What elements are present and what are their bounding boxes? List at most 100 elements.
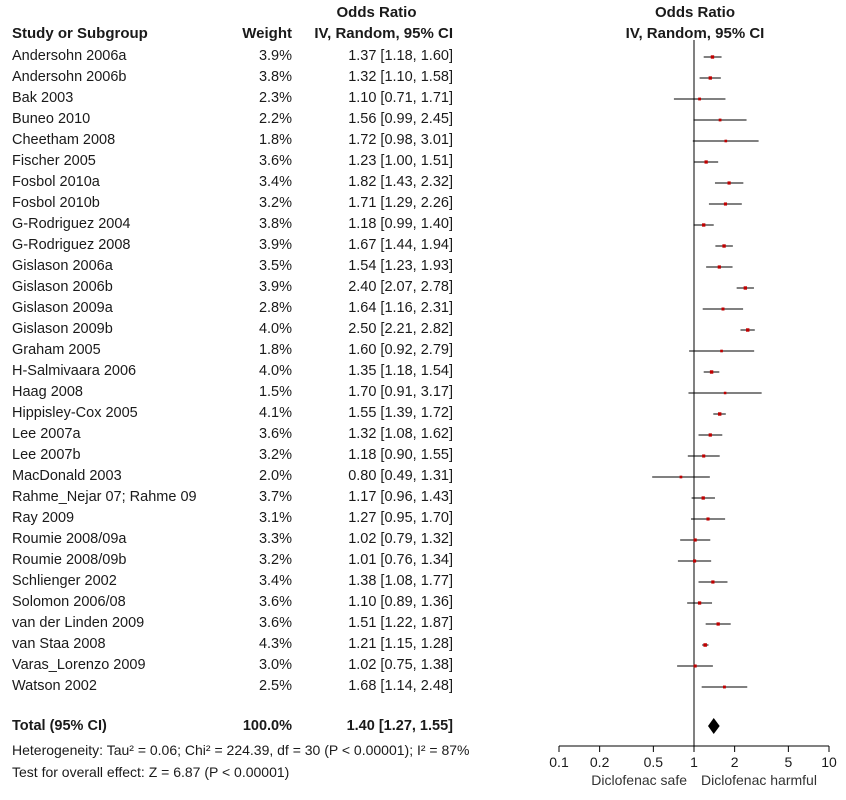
- study-odds-ratio: 1.70 [0.91, 3.17]: [348, 384, 453, 400]
- study-name: Cheetham 2008: [12, 132, 116, 148]
- study-name: H-Salmivaara 2006: [12, 363, 137, 379]
- study-weight: 3.9%: [258, 279, 292, 295]
- study-point: [718, 118, 722, 122]
- study-point: [743, 286, 748, 290]
- study-point: [701, 496, 705, 500]
- study-point: [710, 55, 715, 59]
- study-weight: 3.3%: [258, 531, 292, 547]
- column-header-study: Study or Subgroup: [12, 25, 148, 42]
- study-weight: 3.2%: [258, 447, 292, 463]
- study-point: [722, 685, 726, 689]
- study-name: Lee 2007a: [12, 426, 81, 442]
- study-weight: 2.3%: [258, 90, 292, 106]
- study-name: Rahme_Nejar 07; Rahme 09: [12, 489, 197, 505]
- x-axis-tick-label: 2: [731, 754, 739, 770]
- study-point: [721, 307, 725, 311]
- study-odds-ratio: 1.64 [1.16, 2.31]: [348, 300, 453, 316]
- study-point: [723, 202, 728, 206]
- study-point: [746, 328, 750, 332]
- study-odds-ratio: 2.50 [2.21, 2.82]: [348, 321, 453, 337]
- x-axis-tick-label: 0.5: [644, 754, 664, 770]
- x-axis-tick-label: 10: [821, 754, 837, 770]
- study-weight: 4.3%: [258, 636, 292, 652]
- study-odds-ratio: 1.55 [1.39, 1.72]: [348, 405, 453, 421]
- study-odds-ratio: 1.72 [0.98, 3.01]: [348, 132, 453, 148]
- study-point: [693, 559, 697, 563]
- x-axis-tick-label: 0.1: [549, 754, 569, 770]
- study-name: Fosbol 2010a: [12, 174, 100, 190]
- x-axis-label-left: Diclofenac safe: [591, 772, 687, 788]
- x-axis-tick-label: 5: [784, 754, 792, 770]
- study-point: [717, 412, 722, 416]
- study-point: [698, 97, 701, 101]
- study-odds-ratio: 1.02 [0.79, 1.32]: [348, 531, 453, 547]
- study-name: Fischer 2005: [12, 153, 96, 169]
- study-weight: 4.0%: [258, 363, 292, 379]
- study-odds-ratio: 1.10 [0.71, 1.71]: [348, 90, 453, 106]
- study-odds-ratio: 1.67 [1.44, 1.94]: [348, 237, 453, 253]
- study-weight: 1.8%: [258, 132, 292, 148]
- study-point: [717, 265, 721, 269]
- study-name: Gislason 2009b: [12, 321, 113, 337]
- study-odds-ratio: 1.38 [1.08, 1.77]: [348, 573, 453, 589]
- study-weight: 4.1%: [258, 405, 292, 421]
- x-axis-tick-label: 1: [690, 754, 698, 770]
- study-odds-ratio: 1.21 [1.15, 1.28]: [348, 636, 453, 652]
- study-odds-ratio: 2.40 [2.07, 2.78]: [348, 279, 453, 295]
- study-weight: 3.6%: [258, 594, 292, 610]
- study-point: [724, 139, 728, 143]
- study-weight: 3.9%: [258, 237, 292, 253]
- study-odds-ratio: 1.17 [0.96, 1.43]: [348, 489, 453, 505]
- overall-effect-text: Test for overall effect: Z = 6.87 (P < 0…: [12, 764, 290, 780]
- study-point: [722, 244, 726, 248]
- total-ci: 1.40 [1.27, 1.55]: [346, 718, 453, 734]
- study-name: MacDonald 2003: [12, 468, 122, 484]
- study-weight: 3.6%: [258, 153, 292, 169]
- study-odds-ratio: 1.32 [1.08, 1.62]: [348, 426, 453, 442]
- study-weight: 2.5%: [258, 678, 292, 694]
- study-name: G-Rodriguez 2004: [12, 216, 131, 232]
- column-header-odds-ratio: Odds Ratio: [336, 4, 417, 21]
- study-name: Varas_Lorenzo 2009: [12, 657, 146, 673]
- study-weight: 3.9%: [258, 48, 292, 64]
- study-point: [720, 349, 723, 353]
- study-weight: 2.8%: [258, 300, 292, 316]
- study-point: [716, 622, 720, 626]
- study-point: [697, 601, 702, 605]
- study-point: [693, 664, 697, 668]
- study-name: Andersohn 2006b: [12, 69, 127, 85]
- study-weight: 3.8%: [258, 216, 292, 232]
- study-name: Solomon 2006/08: [12, 594, 126, 610]
- study-name: Schlienger 2002: [12, 573, 117, 589]
- study-weight: 3.0%: [258, 657, 292, 673]
- study-point: [706, 517, 710, 521]
- study-weight: 3.6%: [258, 615, 292, 631]
- study-name: Andersohn 2006a: [12, 48, 127, 64]
- study-point: [702, 223, 706, 227]
- study-odds-ratio: 1.18 [0.99, 1.40]: [348, 216, 453, 232]
- study-name: Bak 2003: [12, 90, 74, 106]
- study-name: Roumie 2008/09b: [12, 552, 127, 568]
- study-name: Gislason 2006a: [12, 258, 113, 274]
- study-odds-ratio: 1.32 [1.10, 1.58]: [348, 69, 453, 85]
- study-weight: 3.1%: [258, 510, 292, 526]
- study-odds-ratio: 1.54 [1.23, 1.93]: [348, 258, 453, 274]
- study-name: Lee 2007b: [12, 447, 81, 463]
- study-point: [709, 370, 714, 374]
- study-weight: 3.8%: [258, 69, 292, 85]
- study-odds-ratio: 1.18 [0.90, 1.55]: [348, 447, 453, 463]
- study-point: [708, 76, 712, 80]
- total-label: Total (95% CI): [12, 718, 107, 734]
- study-point: [727, 181, 731, 185]
- study-name: Buneo 2010: [12, 111, 91, 127]
- study-point: [703, 643, 707, 647]
- study-name: Hippisley-Cox 2005: [12, 405, 138, 421]
- study-odds-ratio: 1.23 [1.00, 1.51]: [348, 153, 453, 169]
- study-odds-ratio: 1.56 [0.99, 2.45]: [348, 111, 453, 127]
- study-point: [693, 538, 697, 542]
- column-header-odds-ratio-method: IV, Random, 95% CI: [314, 25, 453, 42]
- study-weight: 4.0%: [258, 321, 292, 337]
- study-name: Graham 2005: [12, 342, 101, 358]
- study-odds-ratio: 1.82 [1.43, 2.32]: [348, 174, 453, 190]
